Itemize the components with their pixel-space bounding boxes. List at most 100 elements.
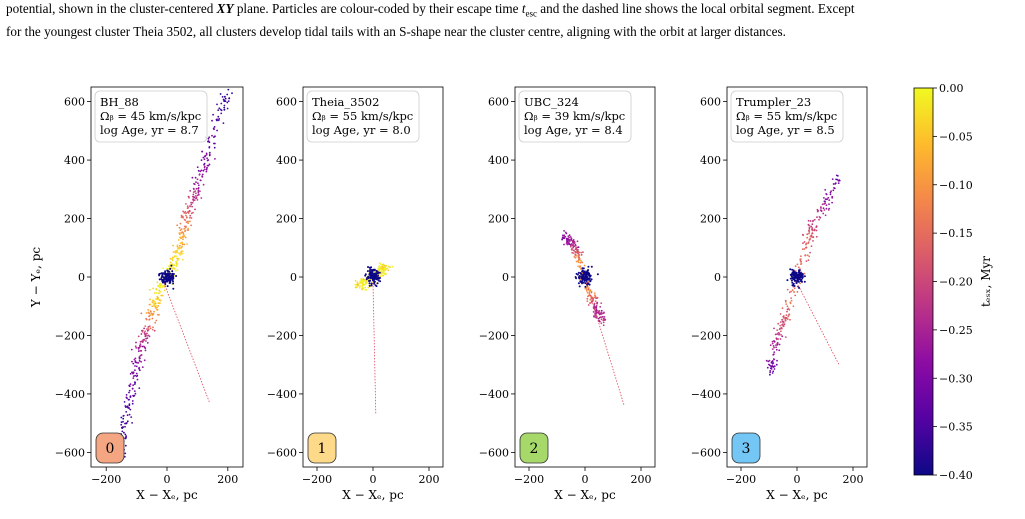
particle — [769, 371, 771, 374]
particle — [221, 96, 224, 98]
particle — [132, 377, 135, 379]
particle — [827, 196, 830, 199]
particle — [193, 199, 196, 202]
particle — [595, 309, 598, 311]
particle — [809, 220, 812, 222]
colorbar-tick-label: −0.35 — [939, 421, 973, 434]
particle — [799, 258, 802, 261]
particle — [134, 374, 137, 377]
core-particle — [791, 277, 794, 280]
core-particle — [584, 273, 586, 276]
particle — [586, 288, 588, 290]
particle — [186, 205, 189, 208]
particle — [181, 243, 184, 246]
particle — [191, 176, 194, 179]
core-particle — [577, 282, 580, 285]
particle — [189, 190, 192, 192]
particle — [200, 197, 203, 199]
particle — [577, 261, 580, 264]
particle — [153, 310, 155, 313]
particle — [571, 239, 573, 242]
particle — [577, 246, 580, 249]
core-particle — [370, 284, 373, 287]
particle — [380, 271, 383, 274]
figure-caption: potential, shown in the cluster-centered… — [6, 0, 1018, 40]
cluster-name: BH_88 — [100, 95, 139, 109]
particle — [159, 302, 161, 304]
particle — [598, 320, 601, 322]
particle — [567, 237, 569, 240]
particle — [603, 316, 606, 318]
particle — [781, 307, 784, 310]
particle — [193, 183, 196, 186]
particle — [580, 251, 582, 254]
particle — [776, 343, 779, 346]
particle — [135, 375, 138, 378]
particle — [816, 208, 819, 211]
particle — [223, 100, 226, 103]
particle — [772, 358, 775, 360]
core-particle — [590, 278, 593, 281]
particle — [134, 361, 137, 364]
particle — [125, 394, 128, 396]
particle — [568, 236, 570, 239]
particle — [593, 292, 596, 294]
particle — [180, 231, 183, 234]
particle — [359, 285, 361, 287]
particle — [181, 245, 183, 248]
particle — [779, 324, 782, 327]
particle — [176, 249, 178, 252]
particle — [211, 134, 213, 137]
particle — [205, 153, 208, 156]
particle — [808, 232, 810, 235]
particle — [184, 236, 187, 239]
core-particle — [166, 278, 169, 281]
particle — [833, 187, 835, 189]
core-particle — [376, 278, 378, 281]
particle — [784, 301, 787, 303]
colorbar-tick-label: −0.15 — [939, 227, 973, 240]
core-particle — [803, 280, 806, 283]
core-particle — [581, 280, 584, 283]
particle — [775, 344, 777, 346]
particle — [802, 242, 804, 245]
particle — [203, 165, 206, 168]
particle — [784, 316, 787, 319]
particle — [381, 269, 384, 271]
particle — [806, 254, 809, 257]
particle — [128, 404, 131, 407]
particle — [223, 104, 226, 107]
particle — [567, 239, 569, 242]
x-tick-label: 200 — [843, 473, 864, 486]
particle — [129, 383, 132, 385]
particle — [359, 280, 362, 283]
particle — [196, 166, 199, 169]
particle — [786, 317, 789, 320]
particle — [125, 422, 128, 424]
particle — [176, 245, 179, 248]
particle — [190, 212, 193, 215]
particle — [159, 282, 162, 285]
particle — [837, 179, 840, 182]
particle — [808, 229, 811, 232]
particle — [575, 251, 577, 254]
particle — [785, 303, 788, 305]
particle — [141, 366, 144, 368]
particle — [156, 306, 159, 309]
particle — [154, 302, 157, 305]
particle — [151, 317, 154, 320]
core-particle — [791, 284, 794, 287]
particle — [823, 203, 825, 205]
particle — [808, 255, 811, 258]
particle — [774, 333, 777, 336]
core-particle — [589, 280, 592, 283]
particle — [173, 267, 176, 270]
particle — [192, 193, 195, 196]
particle — [777, 322, 780, 325]
core-particle — [166, 285, 169, 288]
particle — [778, 343, 781, 346]
core-particle — [582, 278, 585, 281]
particle — [602, 324, 605, 327]
particle — [598, 313, 601, 316]
particle — [595, 315, 598, 318]
